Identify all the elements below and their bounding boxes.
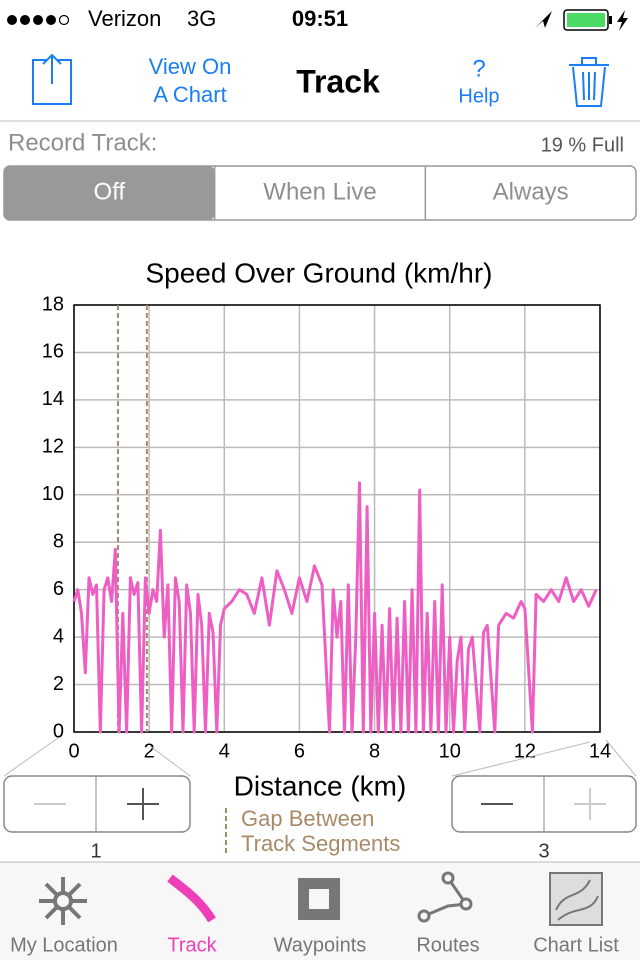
y-tick-label: 18	[42, 293, 64, 315]
chart-button[interactable]: View On	[149, 54, 232, 79]
record-label: Record Track:	[8, 129, 157, 156]
segment-selected	[4, 166, 215, 220]
zoom-level: 3	[538, 840, 549, 862]
carrier: Verizon	[88, 6, 161, 31]
y-tick-label: 8	[53, 531, 64, 553]
tabs: My Location Track Waypoints Routes Chart Lis…	[10, 934, 619, 956]
routes-icon	[417, 871, 473, 923]
chart-button[interactable]: A Chart	[153, 82, 226, 107]
zoom-left	[3, 737, 191, 833]
zoom-level: 1	[90, 840, 101, 862]
trash-button[interactable]	[569, 57, 609, 107]
battery	[563, 9, 628, 31]
my-location-icon	[39, 877, 87, 925]
location-arrow	[535, 11, 552, 28]
y-tick-label: 2	[53, 673, 64, 695]
help-button[interactable]: Help	[458, 85, 499, 107]
network: 3G	[187, 6, 216, 31]
chart: Speed Over Ground (km/hr) 0 2 4 6 8 10 12 14 16 18…	[42, 257, 611, 856]
x-tick-label: 4	[219, 740, 230, 762]
y-tick-label: 4	[53, 625, 64, 647]
segment-option[interactable]: Always	[493, 178, 569, 205]
nav-title: Track	[296, 63, 380, 99]
x-tick-label: 10	[439, 740, 461, 762]
plot-frame	[73, 304, 601, 733]
x-tick-label: 6	[294, 740, 305, 762]
clock: 09:51	[292, 6, 348, 31]
chart-title: Speed Over Ground (km/hr)	[145, 257, 492, 288]
tab-label[interactable]: Waypoints	[274, 934, 367, 956]
usage: 19 % Full	[541, 134, 624, 156]
segment-option[interactable]: Off	[94, 178, 126, 205]
segmented-control: Off When Live Always	[3, 165, 637, 221]
gap-legend: Track Segments	[241, 831, 400, 856]
y-tick-label: 12	[42, 436, 64, 458]
x-tick-label: 14	[589, 740, 611, 762]
x-axis-label: Distance (km)	[234, 770, 407, 801]
tab-label[interactable]: My Location	[10, 934, 118, 956]
track-icon	[167, 874, 216, 923]
tab-label[interactable]: Chart List	[533, 934, 619, 956]
segment-option[interactable]: When Live	[263, 178, 376, 205]
y-tick-label: 16	[42, 341, 64, 363]
share-button[interactable]	[32, 53, 72, 105]
x-tick-label: 12	[514, 740, 536, 762]
x-tick-label: 8	[369, 740, 380, 762]
gap-legend: Gap Between	[241, 806, 374, 831]
help-icon[interactable]: ?	[472, 55, 485, 82]
y-tick-label: 14	[42, 388, 64, 410]
waypoints-icon	[298, 878, 340, 920]
zoom-right	[451, 739, 637, 833]
y-tick-label: 6	[53, 578, 64, 600]
y-tick-label: 0	[53, 720, 64, 742]
zoom-in[interactable]	[127, 788, 159, 820]
y-tick-label: 10	[42, 483, 64, 505]
signal	[7, 14, 70, 26]
x-tick-label: 2	[144, 740, 155, 762]
speed-line	[72, 481, 598, 734]
chart-list-icon	[549, 872, 603, 926]
tab-label[interactable]: Routes	[416, 934, 479, 956]
x-tick-label: 0	[68, 740, 79, 762]
zoom-in[interactable]	[574, 788, 606, 820]
tab-label[interactable]: Track	[167, 934, 217, 956]
